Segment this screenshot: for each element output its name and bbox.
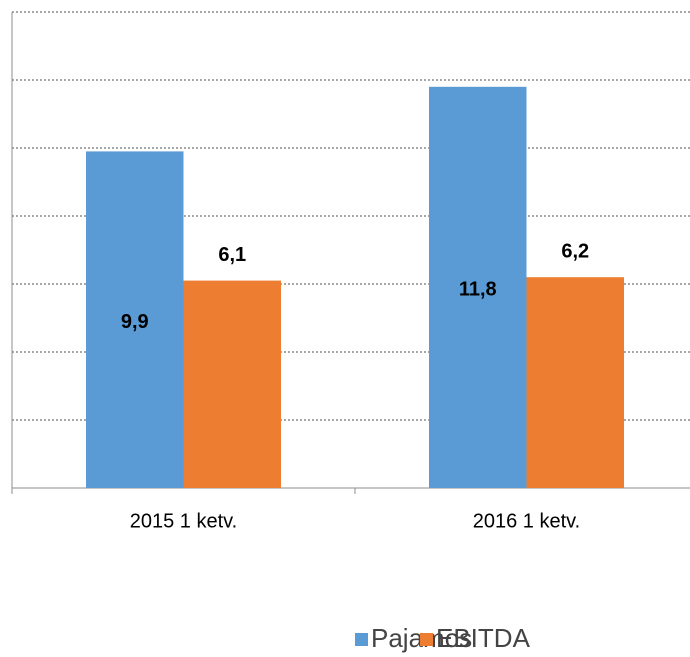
legend-swatch bbox=[355, 633, 368, 646]
bar bbox=[86, 151, 184, 488]
bar bbox=[526, 277, 624, 488]
data-label: 9,9 bbox=[121, 311, 149, 333]
legend-label: EBITDA bbox=[436, 623, 531, 653]
bar bbox=[429, 86, 527, 489]
legend-swatch bbox=[420, 633, 433, 646]
x-tick-label: 2015 1 ketv. bbox=[130, 510, 237, 532]
bar bbox=[183, 280, 281, 488]
data-label: 6,1 bbox=[218, 244, 246, 266]
data-label: 6,2 bbox=[561, 240, 589, 262]
x-tick-label: 2016 1 ketv. bbox=[473, 510, 580, 532]
data-label: 11,8 bbox=[459, 279, 497, 301]
